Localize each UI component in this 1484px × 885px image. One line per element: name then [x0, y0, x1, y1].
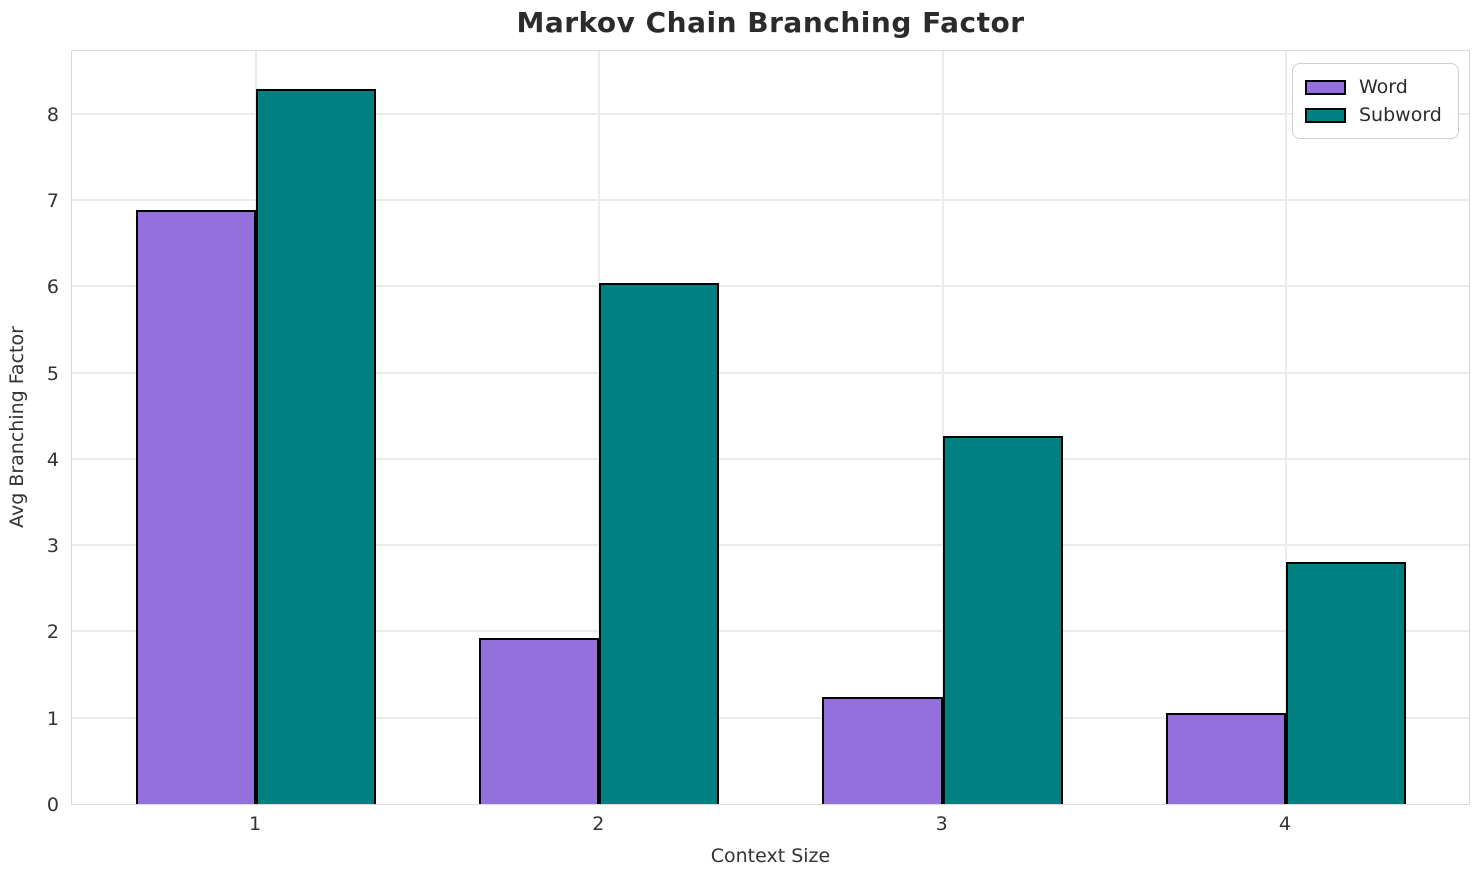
legend-swatch-icon — [1305, 79, 1346, 95]
bar-subword-1 — [256, 88, 377, 804]
bar-word-4 — [1165, 712, 1286, 804]
gridline-x-4 — [1284, 51, 1287, 804]
legend: Word Subword — [1292, 63, 1459, 139]
y-tick-label: 4 — [46, 448, 59, 471]
bar-word-2 — [479, 638, 600, 804]
gridline-y-4 — [72, 457, 1469, 460]
legend-item-word: Word — [1305, 73, 1446, 101]
y-tick-label: 1 — [46, 707, 59, 730]
gridline-y-3 — [72, 544, 1469, 547]
plot-area — [71, 50, 1470, 805]
x-axis-label: Context Size — [710, 845, 831, 867]
bar-subword-4 — [1285, 562, 1407, 804]
gridline-x-3 — [941, 51, 944, 804]
gridline-y-1 — [72, 716, 1469, 719]
bar-subword-3 — [942, 436, 1063, 804]
y-axis-label: Avg Branching Factor — [6, 326, 28, 528]
bar-word-1 — [135, 210, 256, 804]
gridline-y-6 — [72, 285, 1469, 288]
gridline-y-7 — [72, 199, 1469, 201]
x-tick-label: 3 — [935, 813, 948, 835]
gridline-y-5 — [72, 371, 1469, 374]
gridline-y-8 — [72, 112, 1469, 115]
x-tick-label: 4 — [1278, 813, 1291, 835]
y-tick-label: 8 — [46, 103, 59, 126]
legend-swatch-icon — [1305, 107, 1346, 123]
y-tick-label: 2 — [46, 621, 59, 644]
chart-title: Markov Chain Branching Factor — [516, 6, 1025, 39]
y-tick-label: 3 — [46, 535, 59, 558]
gridline-y-2 — [72, 630, 1469, 633]
y-tick-label: 0 — [46, 794, 59, 816]
x-tick-label: 2 — [592, 813, 605, 835]
y-tick-label: 7 — [46, 190, 59, 212]
legend-label: Word — [1359, 76, 1408, 98]
y-tick-label: 5 — [46, 362, 59, 385]
x-tick-label: 1 — [248, 813, 262, 835]
bar-subword-2 — [599, 282, 720, 804]
bar-word-3 — [822, 697, 943, 804]
legend-label: Subword — [1359, 104, 1442, 126]
legend-item-subword: Subword — [1305, 101, 1446, 129]
y-tick-label: 6 — [46, 276, 59, 299]
